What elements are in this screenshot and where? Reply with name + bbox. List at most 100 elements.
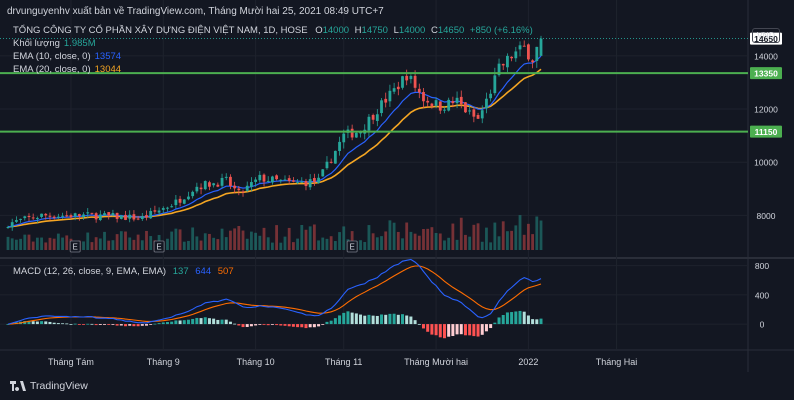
candle: [56, 213, 60, 219]
candle: [480, 105, 484, 124]
candle: [195, 182, 199, 194]
candle-body: [107, 212, 111, 216]
volume-bar: [476, 223, 480, 250]
macd-hist-bar: [346, 311, 350, 325]
candle: [451, 96, 455, 108]
volume-bar: [98, 238, 102, 250]
candle: [187, 191, 190, 201]
level-label-bg: [750, 125, 782, 138]
macd-hist-bar: [233, 323, 237, 325]
candle-body: [195, 186, 199, 192]
candle: [69, 213, 73, 219]
candle: [514, 46, 518, 62]
volume-bar: [220, 228, 224, 250]
candle: [396, 81, 400, 96]
close-value: 14650: [437, 25, 465, 36]
volume-bar: [287, 227, 291, 250]
macd-tick-label: 0: [760, 320, 765, 330]
candle: [535, 46, 539, 68]
candle: [409, 74, 413, 84]
candle: [333, 150, 337, 164]
candle-body: [510, 56, 514, 59]
macd-hist-bar: [350, 312, 354, 325]
volume-bar: [103, 231, 106, 250]
candle-body: [31, 217, 35, 219]
candle-body: [279, 179, 283, 181]
macd-hist-bar: [380, 314, 384, 325]
price-tick-label: 12000: [754, 105, 778, 115]
candle-body: [371, 114, 375, 120]
macd-hist-bar: [329, 320, 333, 325]
macd-hist-bar: [212, 318, 216, 325]
candle-body: [266, 180, 270, 182]
ema20-value: 13044: [94, 64, 122, 75]
candle: [107, 211, 111, 220]
earnings-marker-box: [153, 240, 165, 253]
ema10-line: [7, 55, 542, 228]
brand-name: TradingView: [30, 380, 88, 392]
candle-body: [291, 180, 295, 182]
candle-body: [69, 215, 73, 218]
macd-hist-bar: [535, 319, 539, 325]
candle: [14, 216, 18, 223]
candle-body: [250, 182, 253, 187]
low-label: L: [393, 25, 399, 36]
volume-bar: [145, 230, 148, 250]
price-tick-label: 10000: [754, 158, 778, 168]
candle-body: [44, 213, 48, 216]
candle-body: [409, 76, 413, 80]
volume-bar: [447, 237, 451, 250]
candle-body: [430, 103, 434, 107]
candle: [417, 83, 421, 99]
volume-bar: [182, 241, 186, 250]
candle-body: [216, 184, 220, 187]
macd-hist-bar: [44, 321, 48, 325]
volume-bar: [371, 233, 375, 250]
macd-hist-bar: [392, 313, 396, 325]
candle-body: [203, 181, 207, 190]
macd-hist-bar: [342, 312, 346, 325]
macd-hist-bar: [430, 324, 434, 335]
macd-hist-value: 137: [172, 266, 189, 277]
candle: [367, 114, 371, 137]
volume-bar: [10, 238, 14, 250]
candle: [262, 173, 266, 187]
candle: [531, 59, 535, 69]
candle-body: [182, 199, 186, 204]
volume-bar: [119, 231, 123, 250]
candle: [354, 132, 358, 138]
time-tick-label: Tháng Mười hai: [404, 357, 468, 367]
candle: [140, 212, 144, 221]
candle: [170, 204, 174, 208]
ema10-label: EMA (10, close, 0): [13, 51, 91, 62]
candle: [472, 108, 476, 123]
currency-button[interactable]: VND: [752, 28, 780, 43]
volume-bar: [443, 240, 446, 250]
candle: [279, 179, 283, 184]
time-tick-label: Tháng 10: [237, 357, 275, 367]
candle: [447, 97, 451, 112]
candle: [266, 176, 270, 182]
candle-body: [187, 196, 190, 200]
last-price-label-bg: [750, 32, 782, 45]
candle: [27, 213, 31, 222]
macd-legend: MACD (12, 26, close, 9, EMA, EMA) 137 64…: [13, 266, 234, 277]
candle-body: [472, 109, 476, 117]
candle-body: [128, 214, 132, 219]
candle: [241, 189, 245, 197]
volume-bars: [6, 215, 543, 250]
candle: [178, 195, 182, 207]
volume-bar: [111, 240, 115, 250]
macd-hist-bar: [153, 323, 157, 325]
change-value: +850 (+6.16%): [469, 25, 533, 36]
candle: [476, 112, 480, 120]
candle-body: [241, 191, 245, 193]
price-tick-label: 14000: [754, 51, 778, 61]
candle: [23, 215, 27, 221]
macd-hist-bar: [56, 323, 60, 325]
candle-body: [170, 206, 174, 208]
tradingview-logo[interactable]: TradingView: [10, 380, 88, 392]
volume-bar: [514, 225, 518, 250]
candle-body: [153, 210, 157, 212]
